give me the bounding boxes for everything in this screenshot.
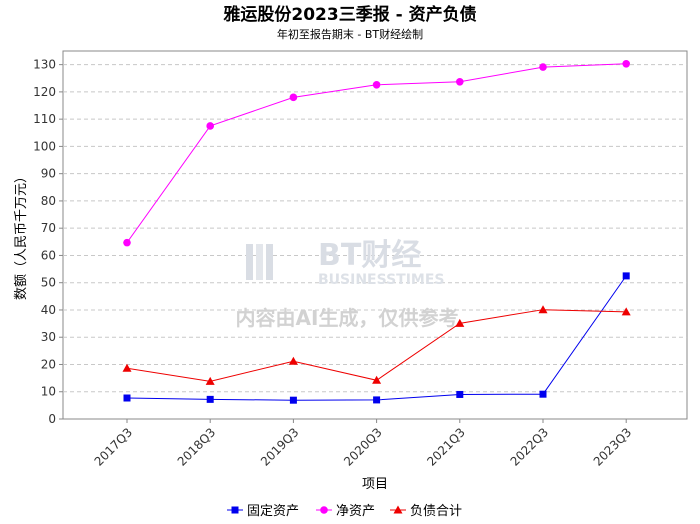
data-point xyxy=(288,356,298,365)
y-tick-label: 80 xyxy=(41,194,56,208)
legend-label: 净资产 xyxy=(336,504,375,519)
data-point xyxy=(372,81,381,89)
data-point xyxy=(539,63,547,71)
y-tick-label: 100 xyxy=(33,139,56,153)
data-point xyxy=(539,390,547,398)
legend: 固定资产 净资产 负债合计 xyxy=(227,504,462,519)
legend-marker xyxy=(320,506,328,514)
legend-marker xyxy=(231,506,239,514)
plot-area xyxy=(62,50,688,420)
watermark-logo-subtext: BUSINESSTIMES xyxy=(318,272,445,288)
data-point xyxy=(206,122,214,130)
y-tick-label: 0 xyxy=(48,412,56,426)
data-point xyxy=(622,272,630,280)
data-point xyxy=(455,318,465,327)
x-tick-label: 2020Q3 xyxy=(341,425,385,469)
data-point xyxy=(621,307,631,316)
data-point xyxy=(289,396,297,404)
series-2 xyxy=(123,60,630,247)
x-tick-label: 2017Q3 xyxy=(92,425,136,469)
data-point xyxy=(123,394,131,402)
y-axis-ticks: 0 10 20 30 40 50 60 70 80 90 100 110 120 130 xyxy=(33,58,63,426)
data-point xyxy=(456,78,464,86)
data-point xyxy=(206,395,214,403)
data-point xyxy=(372,375,382,384)
legend-label: 固定资产 xyxy=(247,504,299,519)
watermark: BT财经 BUSINESSTIMES 内容由AI生成，仅供参考 xyxy=(236,238,459,330)
legend-label: 负债合计 xyxy=(410,504,462,519)
legend-item: 净资产 xyxy=(316,504,375,519)
data-point xyxy=(289,93,298,102)
legend-marker xyxy=(393,505,403,514)
x-axis-ticks: 2017Q3 2018Q3 2019Q3 2020Q3 2021Q3 2022Q3 2023… xyxy=(92,419,635,469)
data-series xyxy=(122,60,631,404)
legend-item: 固定资产 xyxy=(227,504,299,519)
data-point xyxy=(622,60,630,68)
y-tick-label: 10 xyxy=(41,385,56,399)
x-axis-label: 项目 xyxy=(362,477,388,492)
y-tick-label: 90 xyxy=(41,167,56,181)
grid-lines xyxy=(63,64,687,393)
y-tick-label: 40 xyxy=(41,303,56,317)
data-point xyxy=(122,363,132,372)
bt-logo-icon xyxy=(246,244,273,280)
data-point xyxy=(538,305,548,314)
y-axis-label: 数额（人民币千万元） xyxy=(14,170,29,300)
legend-item: 负债合计 xyxy=(390,504,462,519)
data-point xyxy=(205,376,215,385)
y-tick-label: 50 xyxy=(41,276,56,290)
x-tick-label: 2018Q3 xyxy=(175,425,219,469)
y-tick-label: 110 xyxy=(33,112,56,126)
chart-subtitle: 年初至报告期末 - BT财经绘制 xyxy=(277,27,423,41)
y-tick-label: 20 xyxy=(41,357,56,371)
series-3 xyxy=(122,305,631,385)
y-tick-label: 120 xyxy=(33,85,56,99)
watermark-logo-text: BT财经 xyxy=(318,238,421,273)
series-1 xyxy=(123,272,630,404)
x-tick-label: 2021Q3 xyxy=(424,425,468,469)
x-tick-label: 2022Q3 xyxy=(508,425,552,469)
data-point xyxy=(456,390,464,398)
data-point xyxy=(373,396,381,404)
y-tick-label: 30 xyxy=(41,330,56,344)
y-tick-label: 130 xyxy=(33,58,56,72)
data-point xyxy=(123,238,131,247)
y-tick-label: 70 xyxy=(41,221,56,235)
x-tick-label: 2023Q3 xyxy=(591,425,635,469)
watermark-ai-notice: 内容由AI生成，仅供参考 xyxy=(236,306,459,330)
x-tick-label: 2019Q3 xyxy=(258,425,302,469)
chart-title: 雅运股份2023三季报 - 资产负债 xyxy=(222,4,476,25)
y-tick-label: 60 xyxy=(41,248,56,262)
